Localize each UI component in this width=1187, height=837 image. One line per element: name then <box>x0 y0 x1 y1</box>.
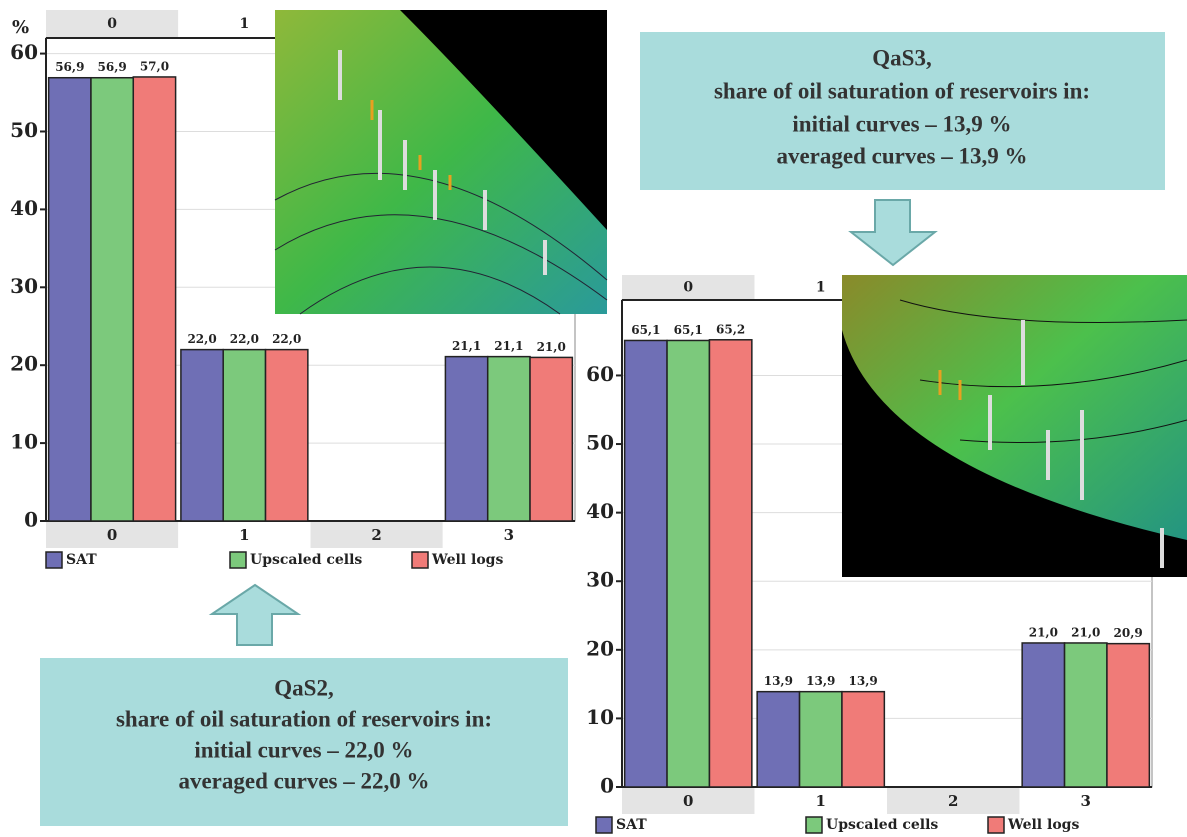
legend-swatch <box>46 552 62 568</box>
y-tick-label: 40 <box>586 499 614 523</box>
annotation-box: QaS3, share of oil saturation of reservo… <box>640 32 1165 265</box>
y-tick-label: 30 <box>586 568 614 592</box>
value-label: 20,9 <box>1114 626 1143 640</box>
value-label: 22,0 <box>187 332 216 346</box>
bar <box>266 350 308 521</box>
y-tick-label: 0 <box>600 774 614 798</box>
bar <box>530 357 572 521</box>
bar <box>625 340 667 787</box>
legend-label: SAT <box>66 552 97 568</box>
bar <box>91 78 133 521</box>
x-tick-label: 2 <box>371 526 381 544</box>
x-tick-label: 3 <box>504 526 514 544</box>
3d-view <box>275 10 607 314</box>
legend-swatch <box>596 817 612 833</box>
y-tick-label: 60 <box>586 362 614 386</box>
value-label: 21,1 <box>452 339 481 353</box>
y-tick-label: 20 <box>586 636 614 660</box>
y-tick-label: 0 <box>24 508 38 532</box>
tab-label: 1 <box>240 16 250 32</box>
annotation-line: share of oil saturation of reservoirs in… <box>116 706 492 731</box>
bar <box>1065 643 1107 787</box>
bar <box>757 692 799 787</box>
tab-label: 0 <box>107 16 117 32</box>
x-tick-label: 2 <box>948 792 958 810</box>
value-label: 56,9 <box>55 60 84 74</box>
y-tick-label: 40 <box>10 196 38 220</box>
figure: 0102030405060%01056,956,957,0122,022,022… <box>0 0 1187 837</box>
legend-swatch <box>230 552 246 568</box>
value-label: 57,0 <box>140 59 169 73</box>
annotation-line: QaS2, <box>274 675 333 700</box>
y-tick-label: 10 <box>10 430 38 454</box>
bar <box>488 357 530 521</box>
value-label: 13,9 <box>764 674 793 688</box>
bar <box>842 692 884 787</box>
bar <box>223 350 265 521</box>
bar <box>445 357 487 521</box>
value-label: 22,0 <box>230 332 259 346</box>
tab-label: 1 <box>816 280 826 296</box>
annotation-line: averaged curves – 13,9 % <box>776 143 1027 168</box>
bar <box>133 77 175 521</box>
x-tick-label: 0 <box>683 792 693 810</box>
value-label: 21,0 <box>1029 625 1058 639</box>
y-tick-label: 20 <box>10 352 38 376</box>
x-tick-label: 1 <box>816 792 826 810</box>
annotation-line: initial curves – 13,9 % <box>792 111 1011 136</box>
x-tick-label: 1 <box>239 526 249 544</box>
value-label: 56,9 <box>98 60 127 74</box>
y-tick-label: 50 <box>586 431 614 455</box>
y-tick-label: 60 <box>10 40 38 64</box>
value-label: 22,0 <box>272 332 301 346</box>
y-tick-label: 30 <box>10 274 38 298</box>
value-label: 21,0 <box>537 340 566 354</box>
annotation-line: share of oil saturation of reservoirs in… <box>714 78 1090 103</box>
legend-label: Upscaled cells <box>826 817 938 833</box>
value-label: 13,9 <box>849 674 878 688</box>
arrow <box>212 585 298 645</box>
legend-swatch <box>988 817 1004 833</box>
legend-swatch <box>806 817 822 833</box>
legend-label: Upscaled cells <box>250 552 362 568</box>
bar <box>709 340 751 787</box>
bar <box>800 692 842 787</box>
bar <box>49 78 91 521</box>
x-tick-label: 0 <box>107 526 117 544</box>
tab-label: 0 <box>683 280 693 296</box>
legend-label: Well logs <box>431 552 503 568</box>
bar <box>1022 643 1064 787</box>
bar <box>667 340 709 787</box>
y-tick-label: 50 <box>10 118 38 142</box>
value-label: 65,1 <box>631 323 660 337</box>
3d-view <box>842 275 1187 577</box>
value-label: 21,1 <box>494 339 523 353</box>
value-label: 13,9 <box>806 674 835 688</box>
arrow <box>851 200 935 265</box>
annotation-box: QaS2, share of oil saturation of reservo… <box>40 585 568 826</box>
value-label: 65,2 <box>716 322 745 336</box>
annotation-line: initial curves – 22,0 % <box>194 737 413 762</box>
annotation-line: averaged curves – 22,0 % <box>178 768 429 793</box>
value-label: 21,0 <box>1071 625 1100 639</box>
legend-label: Well logs <box>1007 817 1079 833</box>
annotation-line: QaS3, <box>872 45 931 70</box>
y-tick-label: 10 <box>586 705 614 729</box>
bar <box>181 350 223 521</box>
value-label: 65,1 <box>674 323 703 337</box>
x-tick-label: 3 <box>1081 792 1091 810</box>
y-axis-label: % <box>12 17 29 38</box>
legend-label: SAT <box>616 817 647 833</box>
bar <box>1107 644 1149 787</box>
legend-swatch <box>412 552 428 568</box>
